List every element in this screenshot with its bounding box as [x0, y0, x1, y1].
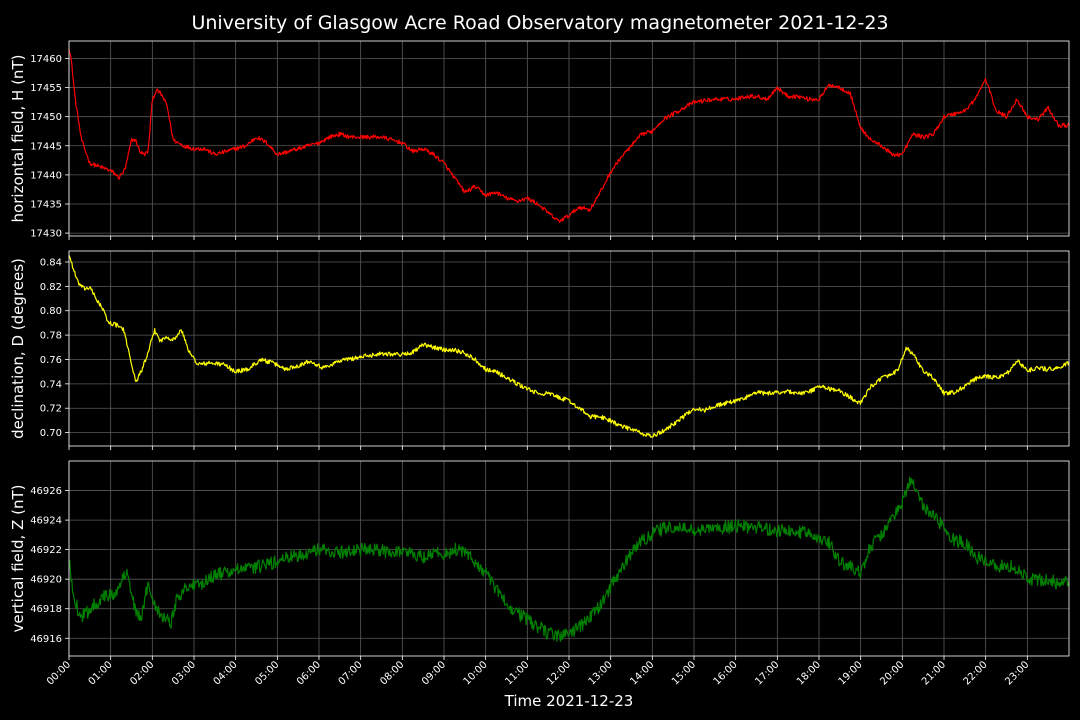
y-tick-label: 17440 — [30, 170, 62, 181]
y-tick-label: 0.70 — [40, 428, 62, 439]
y-tick-label: 17455 — [30, 83, 62, 94]
y-axis-label: horizontal field, H (nT) — [9, 55, 27, 223]
y-tick-label: 46916 — [30, 634, 62, 645]
series-line — [68, 48, 1070, 223]
panel-2: 0.70 0.72 0.74 0.76 0.78 0.80 0.82 0.84 declinat… — [9, 250, 1070, 450]
series-line — [68, 255, 1070, 438]
x-axis-label: Time 2021-12-23 — [504, 692, 634, 710]
y-tick-label: 0.76 — [40, 355, 62, 366]
y-tick-label: 0.72 — [40, 404, 62, 415]
y-tick-label: 0.74 — [40, 379, 62, 390]
y-tick-label: 46918 — [30, 604, 62, 615]
y-tick-label: 17450 — [30, 112, 62, 123]
y-tick-label: 17445 — [30, 141, 62, 152]
y-tick-label: 0.84 — [40, 257, 62, 268]
y-axis-label: declination, D (degrees) — [9, 258, 27, 439]
y-tick-label: 17460 — [30, 54, 62, 65]
y-tick-label: 17430 — [30, 229, 62, 240]
y-tick-label: 0.82 — [40, 282, 62, 293]
y-tick-label: 0.78 — [40, 331, 62, 342]
chart-title: University of Glasgow Acre Road Observat… — [191, 12, 888, 34]
y-tick-label: 0.80 — [40, 306, 62, 317]
panel-1: 17430 17435 17440 17445 17450 17455 17460horiz… — [9, 40, 1070, 240]
y-tick-label: 46924 — [30, 516, 62, 527]
y-tick-label: 17435 — [30, 199, 62, 210]
y-tick-label: 46920 — [30, 575, 62, 586]
y-tick-label: 46922 — [30, 545, 62, 556]
chart-panels: 17430 17435 17440 17445 17450 17455 17460horiz… — [9, 40, 1070, 660]
y-tick-label: 46926 — [30, 486, 62, 497]
series-line — [68, 476, 1070, 643]
y-axis-label: vertical field, Z (nT) — [9, 484, 27, 632]
